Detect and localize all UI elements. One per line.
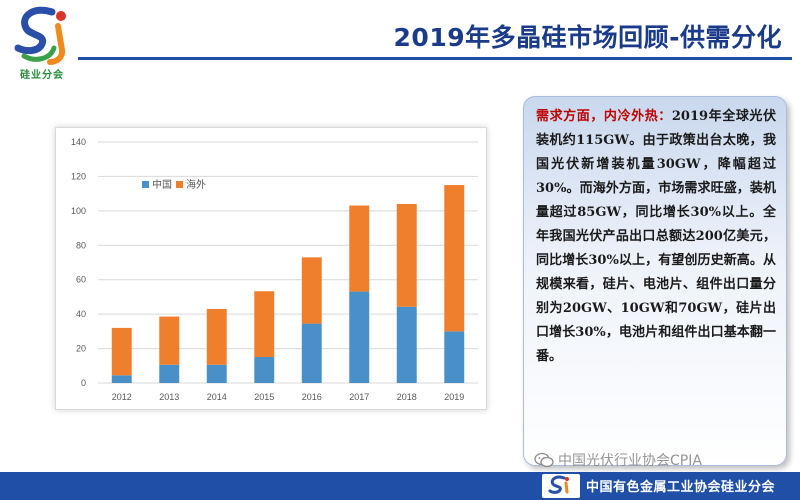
stacked-bar-chart: 0 20 40 60 80 100 120 140 2012 2013 2014 2015 2016 20… bbox=[55, 127, 487, 410]
bar-海外 bbox=[254, 291, 275, 358]
bar-中国 bbox=[159, 364, 180, 383]
logo-caption: 硅业分会 bbox=[20, 70, 64, 81]
y-tick-label: 140 bbox=[71, 137, 86, 147]
demand-analysis-panel: 需求方面，内冷外热：2019年全球光伏装机约115GW。由于政策出台太晚，我国光… bbox=[523, 96, 787, 466]
footer-logo-icon bbox=[542, 474, 580, 498]
bar-海外 bbox=[206, 308, 227, 365]
watermark-text: 中国光伏行业协会CPIA bbox=[558, 453, 702, 469]
bar-中国 bbox=[206, 364, 227, 383]
bar-中国 bbox=[301, 323, 322, 383]
legend-swatch bbox=[176, 181, 183, 188]
y-tick-label: 120 bbox=[71, 171, 86, 181]
x-tick-label: 2019 bbox=[444, 392, 464, 402]
bar-中国 bbox=[349, 291, 370, 383]
chart-canvas: 0 20 40 60 80 100 120 140 2012 2013 2014 2015 2016 20… bbox=[71, 137, 478, 402]
x-tick-label: 2014 bbox=[207, 392, 227, 402]
y-tick-label: 0 bbox=[81, 378, 86, 388]
footer-organization: 中国有色金属工业协会硅业分会 bbox=[586, 480, 776, 495]
x-tick-label: 2015 bbox=[254, 392, 274, 402]
title-divider bbox=[78, 57, 792, 60]
cnmia-silicon-logo: 硅业分会 bbox=[12, 6, 72, 81]
page-title: 2019年多晶硅市场回顾-供需分化 bbox=[393, 23, 782, 52]
bar-海外 bbox=[111, 327, 132, 376]
wechat-icon bbox=[534, 452, 554, 468]
panel-paragraph: 需求方面，内冷外热：2019年全球光伏装机约115GW。由于政策出台太晚，我国光… bbox=[536, 105, 776, 369]
panel-heading: 需求方面，内冷外热： bbox=[536, 109, 672, 124]
logo-icon bbox=[14, 6, 66, 65]
y-tick-label: 80 bbox=[76, 240, 86, 250]
bar-中国 bbox=[254, 357, 275, 383]
bar-海外 bbox=[349, 205, 370, 292]
bar-中国 bbox=[396, 306, 417, 383]
legend-swatch bbox=[142, 181, 149, 188]
x-tick-label: 2018 bbox=[397, 392, 417, 402]
bar-海外 bbox=[444, 185, 465, 332]
footer-bar bbox=[0, 472, 800, 500]
y-tick-label: 40 bbox=[76, 309, 86, 319]
bar-中国 bbox=[444, 331, 465, 383]
wechat-watermark: 中国光伏行业协会CPIA bbox=[534, 450, 702, 470]
x-tick-label: 2017 bbox=[349, 392, 369, 402]
y-tick-label: 60 bbox=[76, 275, 86, 285]
bar-中国 bbox=[111, 375, 132, 383]
y-tick-label: 20 bbox=[76, 344, 86, 354]
x-tick-label: 2013 bbox=[159, 392, 179, 402]
y-tick-label: 100 bbox=[71, 206, 86, 216]
legend-label: 海外 bbox=[186, 178, 206, 191]
x-tick-label: 2012 bbox=[112, 392, 132, 402]
bar-海外 bbox=[159, 316, 180, 365]
panel-body: 2019年全球光伏装机约115GW。由于政策出台太晚，我国光伏新增装机量30GW… bbox=[536, 109, 776, 364]
bar-海外 bbox=[301, 257, 322, 324]
bar-海外 bbox=[396, 203, 417, 307]
x-tick-label: 2016 bbox=[302, 392, 322, 402]
legend-label: 中国 bbox=[152, 178, 172, 191]
